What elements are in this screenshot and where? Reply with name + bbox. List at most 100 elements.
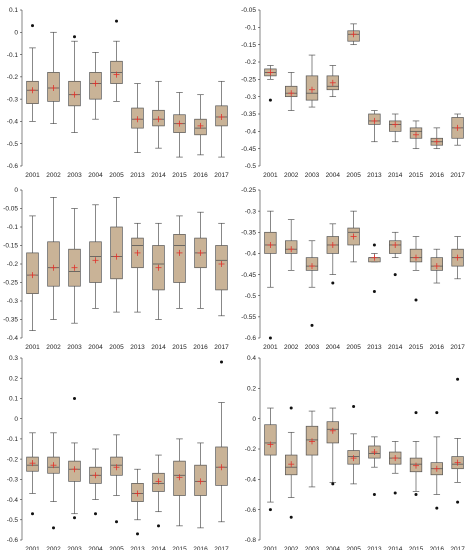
panel-4: -0.6 -0.55 -0.5 -0.45 -0.4 -0.35 -0.3 -0.25 2001… (241, 187, 465, 351)
x-tick-label: 2005 (346, 546, 361, 550)
x-tick-label: 2003 (67, 546, 82, 550)
y-tick-label: -0.3 (245, 208, 257, 215)
box-2005 (347, 23, 360, 46)
outlier-point (435, 411, 439, 415)
outlier-point (414, 493, 418, 496)
y-tick-label: -0.2 (245, 446, 257, 453)
outlier-point (157, 524, 160, 528)
x-tick-label: 2003 (305, 344, 320, 351)
outlier-point (268, 98, 272, 102)
outlier-point (268, 508, 272, 512)
box-2003 (68, 35, 81, 133)
x-tick-label: 2004 (88, 546, 103, 550)
x-tick-label: 2001 (25, 172, 40, 179)
box-2015 (173, 92, 186, 158)
box-2013 (131, 222, 144, 313)
x-tick-label: 2001 (263, 344, 278, 351)
box-2004 (326, 65, 339, 98)
x-tick-label: 2004 (326, 546, 341, 550)
x-tick-label: 2002 (284, 546, 299, 550)
box-2004 (89, 448, 102, 516)
x-tick-label: 2003 (305, 172, 320, 179)
x-tick-label: 2002 (46, 344, 61, 351)
panel-2: -0.5 -0.45 -0.4 -0.35 -0.3 -0.25 -0.2 -0.15 -0.1… (241, 7, 465, 179)
y-tick-label: -0.25 (3, 280, 18, 287)
y-tick-label: 0.3 (9, 355, 18, 362)
iqr-box (264, 424, 277, 456)
box-2013 (368, 436, 381, 496)
x-tick-label: 2001 (263, 172, 278, 179)
y-tick-label: 0 (14, 416, 18, 423)
box-2004 (89, 204, 102, 309)
outlier-point (220, 360, 223, 364)
y-tick-label: -0.1 (245, 25, 257, 32)
x-tick-label: 2013 (130, 344, 145, 351)
box-2014 (389, 113, 402, 143)
x-tick-label: 2014 (388, 546, 403, 550)
x-tick-label: 2015 (409, 546, 424, 550)
x-tick-label: 2016 (193, 546, 208, 550)
y-tick-label: 0.2 (247, 386, 256, 393)
y-tick-label: 0 (14, 29, 18, 36)
box-2016 (194, 211, 207, 309)
x-tick-label: 2001 (25, 546, 40, 550)
x-tick-label: 2003 (305, 546, 320, 550)
y-tick-label: -0.4 (245, 477, 257, 484)
box-2004 (326, 407, 339, 486)
iqr-box (47, 241, 60, 287)
box-2017 (215, 360, 228, 523)
outlier-point (352, 405, 356, 409)
outlier-point (372, 289, 376, 293)
box-2003 (305, 54, 319, 108)
y-tick-label: -0.35 (241, 229, 256, 236)
x-tick-label: 2013 (367, 172, 382, 179)
outlier-point (310, 323, 314, 327)
y-tick-label: -0.5 (7, 141, 19, 148)
y-tick-label: 0 (252, 416, 256, 423)
x-tick-label: 2015 (172, 546, 187, 550)
x-tick-label: 2001 (25, 344, 40, 351)
x-tick-label: 2016 (193, 172, 208, 179)
box-2017 (451, 377, 464, 504)
x-tick-label: 2003 (67, 172, 82, 179)
outlier-point (331, 281, 335, 285)
y-tick-label: -0.15 (3, 243, 18, 250)
x-tick-label: 2017 (214, 172, 229, 179)
box-2016 (194, 442, 207, 529)
y-tick-label: -0.05 (241, 7, 256, 14)
y-tick-label: -0.8 (245, 537, 257, 544)
box-2016 (430, 411, 443, 510)
x-tick-label: 2015 (172, 344, 187, 351)
y-tick-label: -0.4 (7, 119, 19, 126)
box-2003 (68, 208, 81, 324)
y-tick-label: -0.2 (7, 456, 19, 463)
outlier-point (456, 500, 460, 504)
box-2015 (409, 411, 423, 496)
x-tick-label: 2005 (109, 172, 124, 179)
x-tick-label: 2004 (88, 172, 103, 179)
y-tick-label: -0.1 (7, 436, 19, 443)
box-2016 (430, 248, 443, 284)
y-tick-label: -0.4 (245, 129, 257, 136)
iqr-box (215, 245, 228, 291)
box-2002 (47, 432, 60, 530)
box-2014 (152, 222, 165, 320)
y-tick-label: -0.25 (241, 77, 256, 84)
y-tick-label: -0.15 (241, 42, 256, 49)
x-tick-label: 2005 (109, 546, 124, 550)
x-tick-label: 2016 (430, 172, 445, 179)
y-tick-label: -0.35 (3, 317, 18, 324)
box-2005 (110, 434, 123, 524)
x-tick-label: 2002 (284, 344, 299, 351)
panel-5: -0.6 -0.5 -0.4 -0.3 -0.2 -0.1 0 0.1 0.2 0.3 2001 20… (7, 355, 229, 550)
x-tick-label: 2014 (151, 172, 166, 179)
box-2015 (409, 236, 423, 302)
box-2005 (110, 19, 123, 102)
y-tick-label: -0.1 (7, 224, 19, 231)
outlier-point (268, 336, 272, 340)
box-2013 (131, 468, 144, 536)
box-2002 (285, 219, 298, 271)
y-tick-label: -0.3 (7, 96, 19, 103)
y-tick-label: -0.5 (7, 517, 19, 524)
x-tick-label: 2003 (67, 344, 82, 351)
